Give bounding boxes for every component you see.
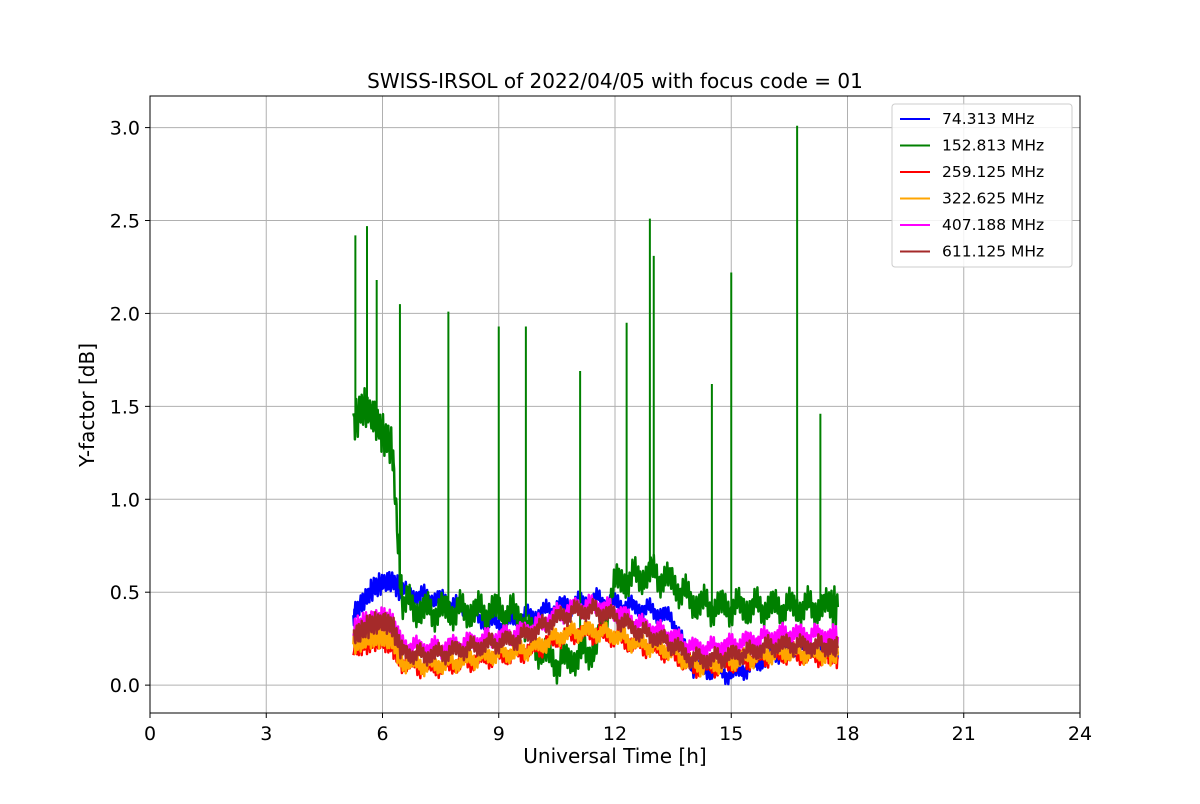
legend-label: 407.188 MHz xyxy=(942,216,1044,234)
x-tick-label: 12 xyxy=(603,723,627,745)
y-axis-label: Y-factor [dB] xyxy=(75,343,99,468)
legend-box xyxy=(891,103,1073,268)
chart-title: SWISS-IRSOL of 2022/04/05 with focus cod… xyxy=(367,69,863,93)
x-tick-label: 15 xyxy=(719,723,743,745)
x-tick-label: 9 xyxy=(493,723,505,745)
x-tick-label: 0 xyxy=(144,723,156,745)
legend-label: 611.125 MHz xyxy=(942,243,1044,261)
x-tick-label: 6 xyxy=(376,723,388,745)
x-tick-label: 18 xyxy=(835,723,859,745)
y-tick-label: 3.0 xyxy=(110,118,140,140)
y-axis-ticks: 0.0 0.5 1.0 1.5 2.0 2.5 3.0 xyxy=(110,118,150,697)
x-tick-label: 21 xyxy=(952,723,976,745)
series-line xyxy=(352,598,840,670)
x-tick-label: 3 xyxy=(260,723,272,745)
y-tick-label: 1.5 xyxy=(110,396,140,418)
legend-label: 259.125 MHz xyxy=(942,163,1044,181)
series-lines xyxy=(352,125,840,686)
y-tick-label: 2.0 xyxy=(110,303,140,325)
series-line xyxy=(352,386,840,685)
legend-label: 74.313 MHz xyxy=(942,110,1034,128)
y-tick-label: 1.0 xyxy=(110,489,140,511)
y-tick-label: 2.5 xyxy=(110,211,140,233)
legend: 74.313 MHz 152.813 MHz 259.125 MHz 322.625 … xyxy=(891,103,1073,268)
legend-label: 152.813 MHz xyxy=(942,137,1044,155)
x-tick-label: 24 xyxy=(1068,723,1092,745)
y-tick-label: 0.5 xyxy=(110,582,140,604)
x-axis-label: Universal Time [h] xyxy=(523,744,706,768)
y-tick-label: 0.0 xyxy=(110,675,140,697)
legend-label: 322.625 MHz xyxy=(942,190,1044,208)
x-axis-ticks: 0 3 6 9 12 15 18 21 24 xyxy=(144,713,1092,745)
